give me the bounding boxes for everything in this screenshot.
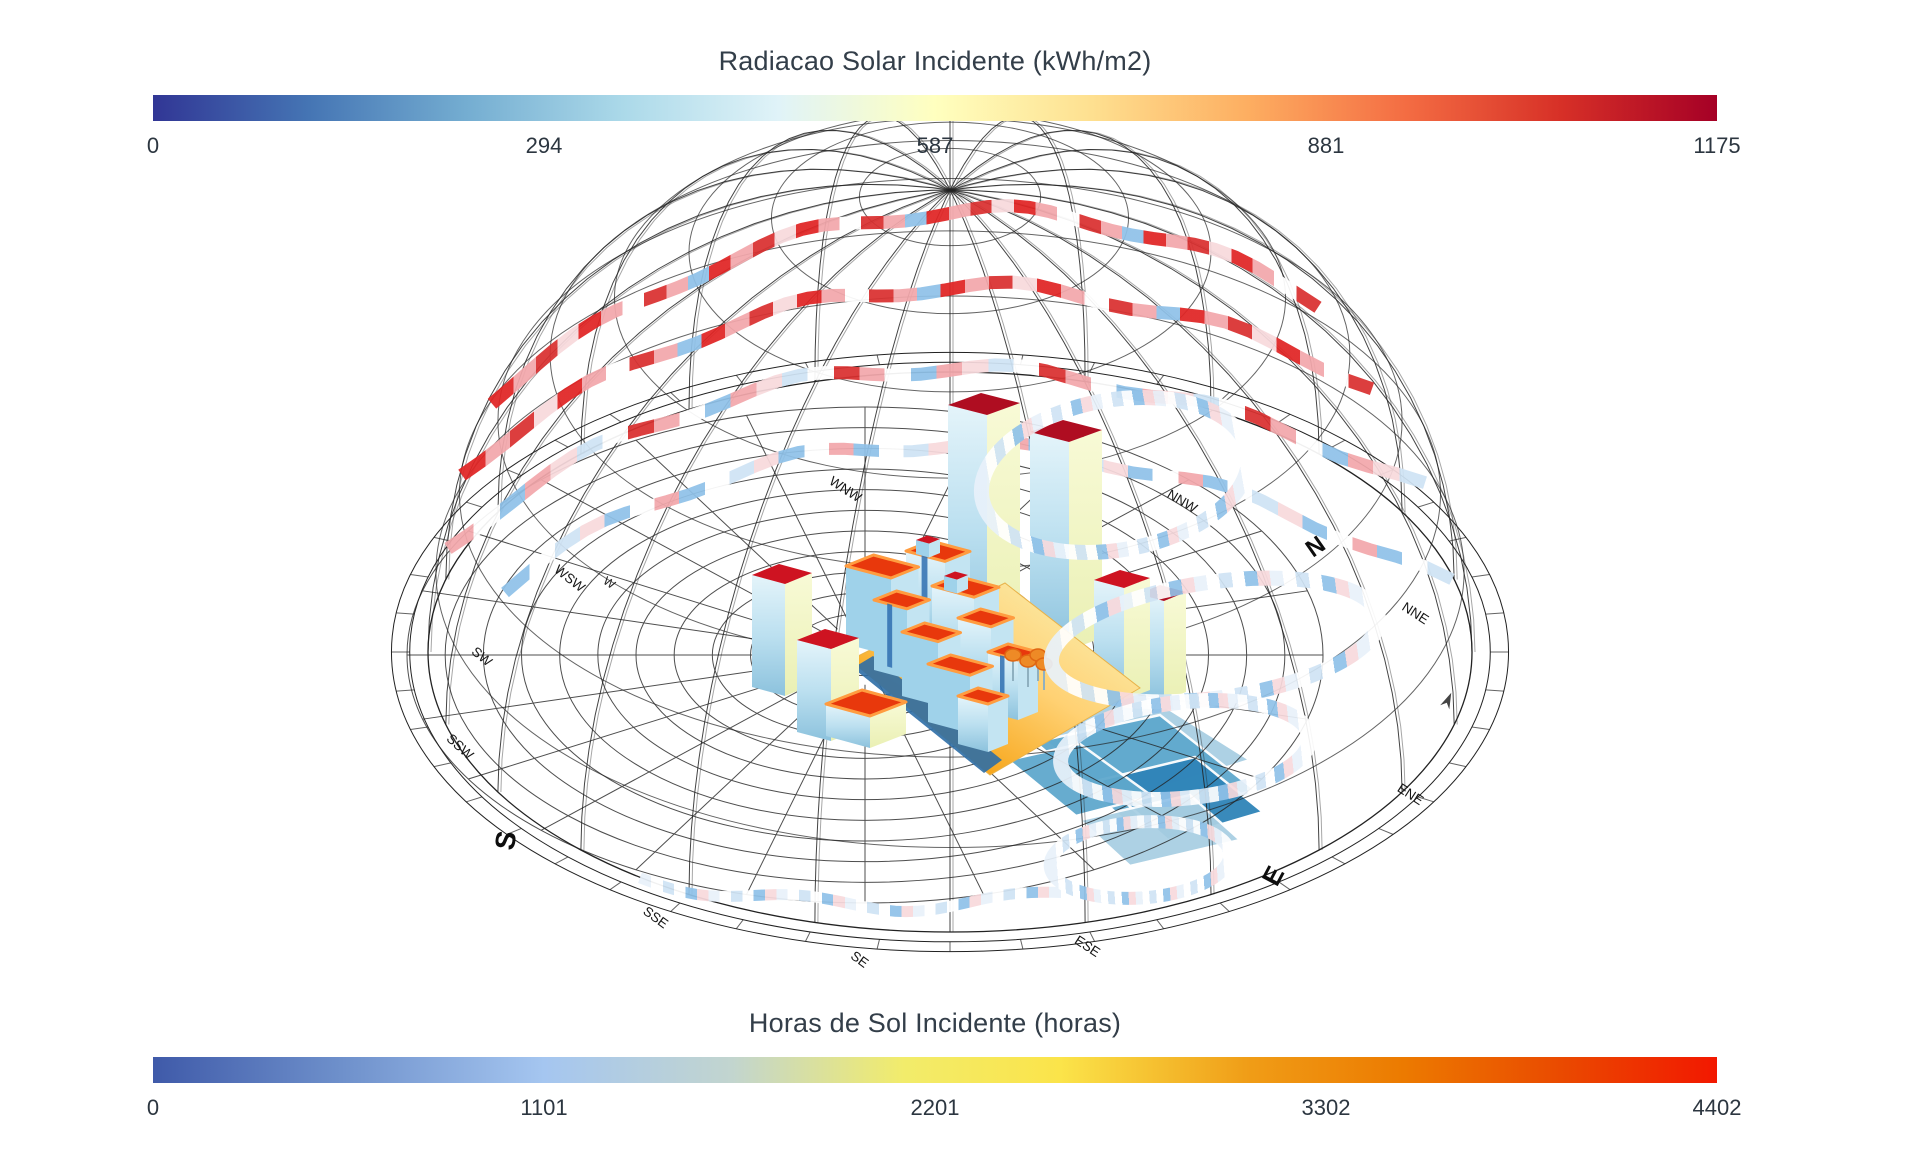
north-arrow-icon <box>1440 692 1452 710</box>
compass-label-wnw: WNW <box>827 473 865 505</box>
tick-label: 2201 <box>910 1095 960 1120</box>
legend-sun-hours: Horas de Sol Incidente (horas) <box>147 1008 1742 1125</box>
legend-radiation: Radiacao Solar Incidente (kWh/m2) <box>147 46 1741 163</box>
sun-path-ribbons <box>444 198 1455 918</box>
colorbar-radiation <box>153 95 1717 121</box>
colorbar-radiation-ticks: 0 294 587 881 1175 <box>147 133 1741 163</box>
compass-label-se: SE <box>848 948 871 971</box>
tick-label: 0 <box>146 1095 160 1120</box>
tick-label: 0 <box>146 133 160 158</box>
tick-label: 587 <box>916 133 954 158</box>
legend-radiation-title: Radiacao Solar Incidente (kWh/m2) <box>718 46 1152 76</box>
analemma-loops <box>973 390 1387 905</box>
tick-label: 294 <box>525 133 563 158</box>
city-buildings <box>752 393 1186 776</box>
compass-label-ese: ESE <box>1072 933 1103 960</box>
colorbar-sun-hours <box>153 1057 1717 1083</box>
compass-label-s: S <box>489 828 523 852</box>
compass-label-sw: SW <box>469 644 495 670</box>
compass-label-nne: NNE <box>1399 599 1431 627</box>
colorbar-sun-hours-ticks: 0 1101 2201 3302 4402 <box>147 1095 1742 1125</box>
tick-label: 1101 <box>520 1095 568 1120</box>
legend-sun-hours-title: Horas de Sol Incidente (horas) <box>748 1008 1122 1038</box>
tick-label: 881 <box>1307 133 1345 158</box>
compass-label-sse: SSE <box>640 903 671 931</box>
tick-label: 4402 <box>1692 1095 1742 1120</box>
compass-label-nnw: NNW <box>1165 486 1201 516</box>
tick-label: 1175 <box>1693 133 1741 158</box>
tick-label: 3302 <box>1301 1095 1351 1120</box>
